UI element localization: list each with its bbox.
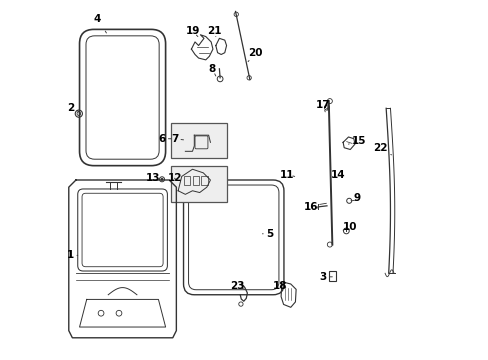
Text: 7: 7 [170,134,183,144]
Bar [201,176,207,185]
Text: 23: 23 [230,281,244,291]
Text: 8: 8 [208,64,215,76]
Text: 22: 22 [373,143,391,155]
Bar [328,271,335,282]
Bar [171,123,226,158]
Text: 6: 6 [158,134,171,144]
Text: 3: 3 [319,272,332,282]
Text: 9: 9 [350,193,360,203]
Bar [192,176,199,185]
Text: 13: 13 [145,173,160,183]
Text: 12: 12 [167,173,182,183]
Text: 5: 5 [262,229,273,239]
Circle shape [160,178,163,181]
Text: 21: 21 [206,26,221,37]
Text: 1: 1 [67,250,78,260]
Text: 17: 17 [315,100,330,112]
Text: 4: 4 [94,14,106,33]
Text: 14: 14 [330,170,345,180]
Text: 10: 10 [343,222,357,231]
Text: 16: 16 [303,202,317,212]
Bar [171,166,226,202]
Text: 15: 15 [348,136,366,145]
Text: 20: 20 [247,48,262,62]
Text: 2: 2 [67,103,80,113]
Bar [183,176,190,185]
Text: 19: 19 [185,26,199,37]
Text: 11: 11 [280,170,294,180]
Text: 18: 18 [273,281,287,291]
